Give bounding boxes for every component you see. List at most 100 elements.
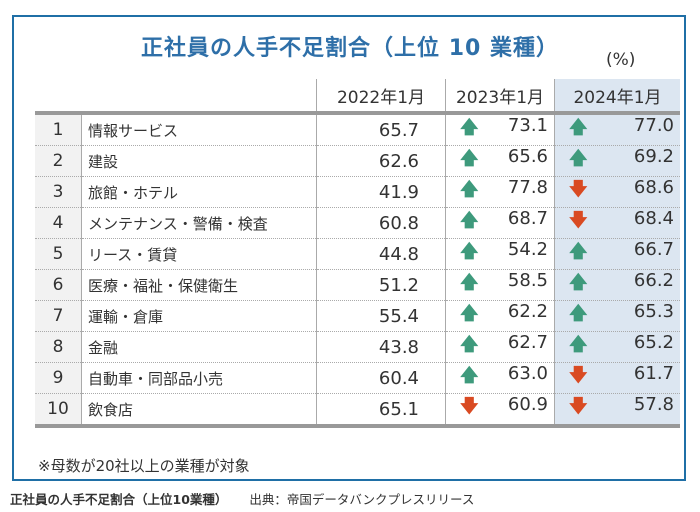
- industry-cell: リース・賃貸: [81, 238, 317, 270]
- arrow-up-icon: 🡅: [460, 117, 479, 138]
- industry-cell: 旅館・ホテル: [81, 176, 317, 208]
- arrow-up-icon: 🡅: [460, 241, 479, 262]
- value-2022-cell: 41.9: [316, 176, 446, 208]
- value-2023: 68.7: [507, 208, 548, 229]
- value-2022: 60.8: [378, 212, 419, 234]
- value-2023: 77.8: [507, 177, 548, 198]
- industry-cell: 情報サービス: [81, 113, 317, 146]
- industry-cell: メンテナンス・警備・検査: [81, 207, 317, 239]
- arrow-up-icon: 🡅: [569, 303, 588, 324]
- value-2024-cell: 🡅 69.2: [554, 145, 680, 177]
- industry-name: メンテナンス・警備・検査: [88, 214, 268, 233]
- value-2022-cell: 43.8: [316, 331, 446, 363]
- arrow-up-icon: 🡅: [460, 365, 479, 386]
- rank: 8: [52, 337, 64, 357]
- table-row: 9 自動車・同部品小売 60.4 🡅 63.0 🡇 61.7: [35, 362, 680, 394]
- arrow-down-icon: 🡇: [569, 210, 588, 231]
- value-2023-cell: 🡅 63.0: [445, 362, 555, 394]
- rank-cell: 9: [35, 362, 82, 394]
- arrow-up-icon: 🡅: [460, 334, 479, 355]
- table-row: 4 メンテナンス・警備・検査 60.8 🡅 68.7 🡇 68.4: [35, 207, 680, 239]
- value-2024: 65.3: [633, 301, 674, 322]
- arrow-up-icon: 🡅: [569, 334, 588, 355]
- value-2024-cell: 🡇 68.4: [554, 207, 680, 239]
- rank-cell: 2: [35, 145, 82, 177]
- rank-cell: 4: [35, 207, 82, 239]
- industry-cell: 建設: [81, 145, 317, 177]
- arrow-up-icon: 🡅: [460, 210, 479, 231]
- value-2024: 66.2: [633, 270, 674, 291]
- value-2022: 55.4: [378, 305, 419, 327]
- value-2023: 62.2: [507, 301, 548, 322]
- industry-cell: 運輸・倉庫: [81, 300, 317, 332]
- value-2022-cell: 60.8: [316, 207, 446, 239]
- value-2023: 73.1: [507, 115, 548, 136]
- value-2023-cell: 🡅 58.5: [445, 269, 555, 301]
- value-2023-cell: 🡅 68.7: [445, 207, 555, 239]
- value-2022-cell: 51.2: [316, 269, 446, 301]
- value-2022-cell: 55.4: [316, 300, 446, 332]
- value-2023: 54.2: [507, 239, 548, 260]
- table-row: 8 金融 43.8 🡅 62.7 🡅 65.2: [35, 331, 680, 363]
- value-2023: 62.7: [507, 332, 548, 353]
- value-2024-cell: 🡅 65.3: [554, 300, 680, 332]
- value-2022-cell: 44.8: [316, 238, 446, 270]
- rank-cell: 5: [35, 238, 82, 270]
- industry-name: 情報サービス: [88, 121, 179, 140]
- value-2022: 43.8: [378, 336, 419, 358]
- rank: 4: [52, 213, 64, 233]
- arrow-up-icon: 🡅: [569, 148, 588, 169]
- arrow-up-icon: 🡅: [460, 148, 479, 169]
- value-2022: 62.6: [378, 150, 419, 172]
- industry-name: 旅館・ホテル: [88, 183, 179, 202]
- value-2024-cell: 🡇 57.8: [554, 393, 680, 426]
- rank: 1: [52, 120, 64, 140]
- header-2023: 2023年1月: [445, 79, 555, 113]
- value-2023-cell: 🡅 62.7: [445, 331, 555, 363]
- value-2023: 63.0: [507, 363, 548, 384]
- rank-cell: 3: [35, 176, 82, 208]
- value-2022: 65.7: [378, 119, 419, 141]
- value-2022-cell: 62.6: [316, 145, 446, 177]
- value-2024-cell: 🡅 77.0: [554, 113, 680, 146]
- header-2024: 2024年1月: [554, 79, 680, 113]
- arrow-down-icon: 🡇: [569, 365, 588, 386]
- arrow-up-icon: 🡅: [569, 241, 588, 262]
- value-2023: 60.9: [507, 394, 548, 415]
- rank: 9: [52, 368, 64, 388]
- table-row: 6 医療・福祉・保健衛生 51.2 🡅 58.5 🡅 66.2: [35, 269, 680, 301]
- rank-cell: 6: [35, 269, 82, 301]
- rank: 10: [47, 399, 69, 419]
- value-2023-cell: 🡅 77.8: [445, 176, 555, 208]
- table-row: 2 建設 62.6 🡅 65.6 🡅 69.2: [35, 145, 680, 177]
- value-2023: 58.5: [507, 270, 548, 291]
- value-2022: 44.8: [378, 243, 419, 265]
- value-2023-cell: 🡅 62.2: [445, 300, 555, 332]
- arrow-down-icon: 🡇: [460, 396, 479, 417]
- arrow-up-icon: 🡅: [569, 272, 588, 293]
- value-2024: 68.6: [633, 177, 674, 198]
- industry-name: リース・賃貸: [88, 245, 178, 264]
- industry-cell: 自動車・同部品小売: [81, 362, 317, 394]
- value-2023-cell: 🡇 60.9: [445, 393, 555, 426]
- value-2023-cell: 🡅 54.2: [445, 238, 555, 270]
- table-row: 5 リース・賃貸 44.8 🡅 54.2 🡅 66.7: [35, 238, 680, 270]
- rank: 5: [52, 244, 64, 264]
- industry-name: 医療・福祉・保健衛生: [88, 276, 239, 295]
- industry-name: 自動車・同部品小売: [88, 369, 224, 388]
- table-row: 7 運輸・倉庫 55.4 🡅 62.2 🡅 65.3: [35, 300, 680, 332]
- rank-cell: 10: [35, 393, 82, 426]
- table-row: 3 旅館・ホテル 41.9 🡅 77.8 🡇 68.6: [35, 176, 680, 208]
- industry-name: 運輸・倉庫: [88, 307, 164, 326]
- value-2024: 68.4: [633, 208, 674, 229]
- table-row: 10 飲食店 65.1 🡇 60.9 🡇 57.8: [35, 393, 680, 426]
- value-2024-cell: 🡅 66.7: [554, 238, 680, 270]
- arrow-up-icon: 🡅: [460, 303, 479, 324]
- industry-name: 建設: [88, 152, 119, 171]
- rank: 6: [52, 275, 64, 295]
- value-2022: 41.9: [378, 181, 419, 203]
- value-2022-cell: 60.4: [316, 362, 446, 394]
- arrow-down-icon: 🡇: [569, 396, 588, 417]
- rank-cell: 7: [35, 300, 82, 332]
- footnote: ※母数が20社以上の業種が対象: [38, 457, 250, 475]
